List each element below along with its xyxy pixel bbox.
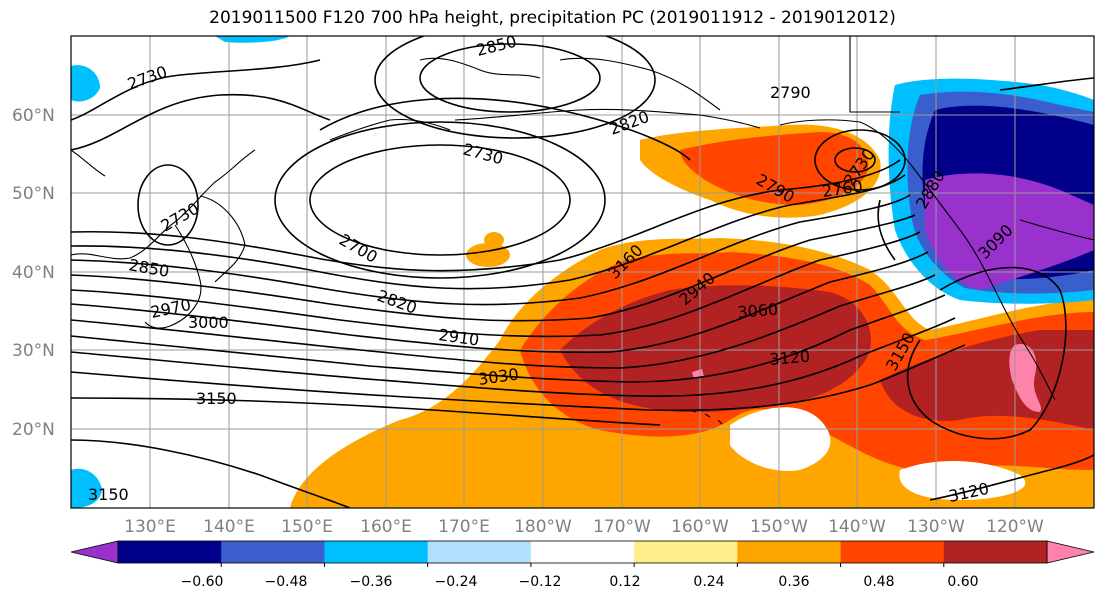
lat-tick-label: 50°N (12, 184, 55, 204)
lat-tick-label: 30°N (12, 341, 55, 361)
map-plot-area: 2850 2730 2790 2820 2730 2790 2760 2730 … (71, 36, 1094, 508)
colorbar-tick-label: 0.12 (609, 574, 640, 590)
colorbar-extend-min (70, 540, 119, 564)
lon-tick-label: 130°E (124, 517, 176, 537)
colorbar-ticks: −0.60 −0.48 −0.36 −0.24 −0.12 0.12 0.24 … (181, 574, 979, 590)
contour-label: 3060 (737, 300, 779, 322)
colorbar-segment (427, 541, 532, 563)
lon-tick-label: 170°E (438, 517, 490, 537)
lon-tick-label: 170°W (593, 517, 651, 537)
lat-tick-label: 20°N (12, 420, 55, 440)
lon-tick-labels: 130°E 140°E 150°E 160°E 170°E 180°W 170°… (124, 517, 1044, 537)
graticule (71, 36, 1094, 508)
colorbar-segment (221, 541, 325, 563)
lon-tick-label: 160°E (360, 517, 412, 537)
colorbar-tick-label: −0.12 (519, 574, 562, 590)
colorbar-tick-label: −0.36 (350, 574, 393, 590)
colorbar-tick-label: 0.36 (778, 574, 809, 590)
colorbar-segment (943, 541, 1048, 563)
contour-label: 3150 (88, 485, 129, 504)
contour-label: 3000 (188, 313, 229, 332)
colorbar-tick-label: 0.60 (947, 574, 978, 590)
lon-tick-label: 150°E (281, 517, 333, 537)
colorbar-tick-label: −0.24 (435, 574, 478, 590)
colorbar-frame (117, 540, 1048, 564)
map-title: 2019011500 F120 700 hPa height, precipit… (209, 8, 896, 28)
colorbar-tick-label: 0.48 (863, 574, 894, 590)
height-contours (71, 36, 1094, 508)
lon-tick-label: 180°W (514, 517, 572, 537)
contour-label: 2790 (770, 83, 811, 102)
colorbar-segments (70, 540, 1095, 567)
lon-tick-label: 160°W (671, 517, 729, 537)
lat-tick-labels: 20°N 30°N 40°N 50°N 60°N (12, 106, 55, 440)
contour-label: 3150 (196, 389, 237, 408)
lon-tick-label: 140°W (828, 517, 886, 537)
colorbar-segment (737, 541, 842, 563)
colorbar-tick-label: −0.60 (181, 574, 224, 590)
colorbar-segment (118, 541, 222, 563)
lat-tick-label: 40°N (12, 263, 55, 283)
colorbar-segment (634, 541, 738, 563)
colorbar-extend-max (1046, 540, 1095, 564)
colorbar-segment (840, 541, 945, 563)
lat-tick-label: 60°N (12, 106, 55, 126)
lon-tick-label: 140°E (203, 517, 255, 537)
plot-frame (70, 35, 1095, 509)
colorbar-tick-label: 0.24 (693, 574, 724, 590)
lon-tick-label: 120°W (986, 517, 1044, 537)
lon-tick-label: 130°W (907, 517, 965, 537)
colorbar-tick-label: −0.48 (265, 574, 308, 590)
colorbar-segment (530, 541, 635, 563)
precip-shading-positive (290, 124, 1094, 508)
lon-tick-label: 150°W (750, 517, 808, 537)
contour-label: 3120 (769, 347, 811, 369)
colorbar-segment (324, 541, 429, 563)
colorbar: −0.60 −0.48 −0.36 −0.24 −0.12 0.12 0.24 … (70, 540, 1095, 590)
